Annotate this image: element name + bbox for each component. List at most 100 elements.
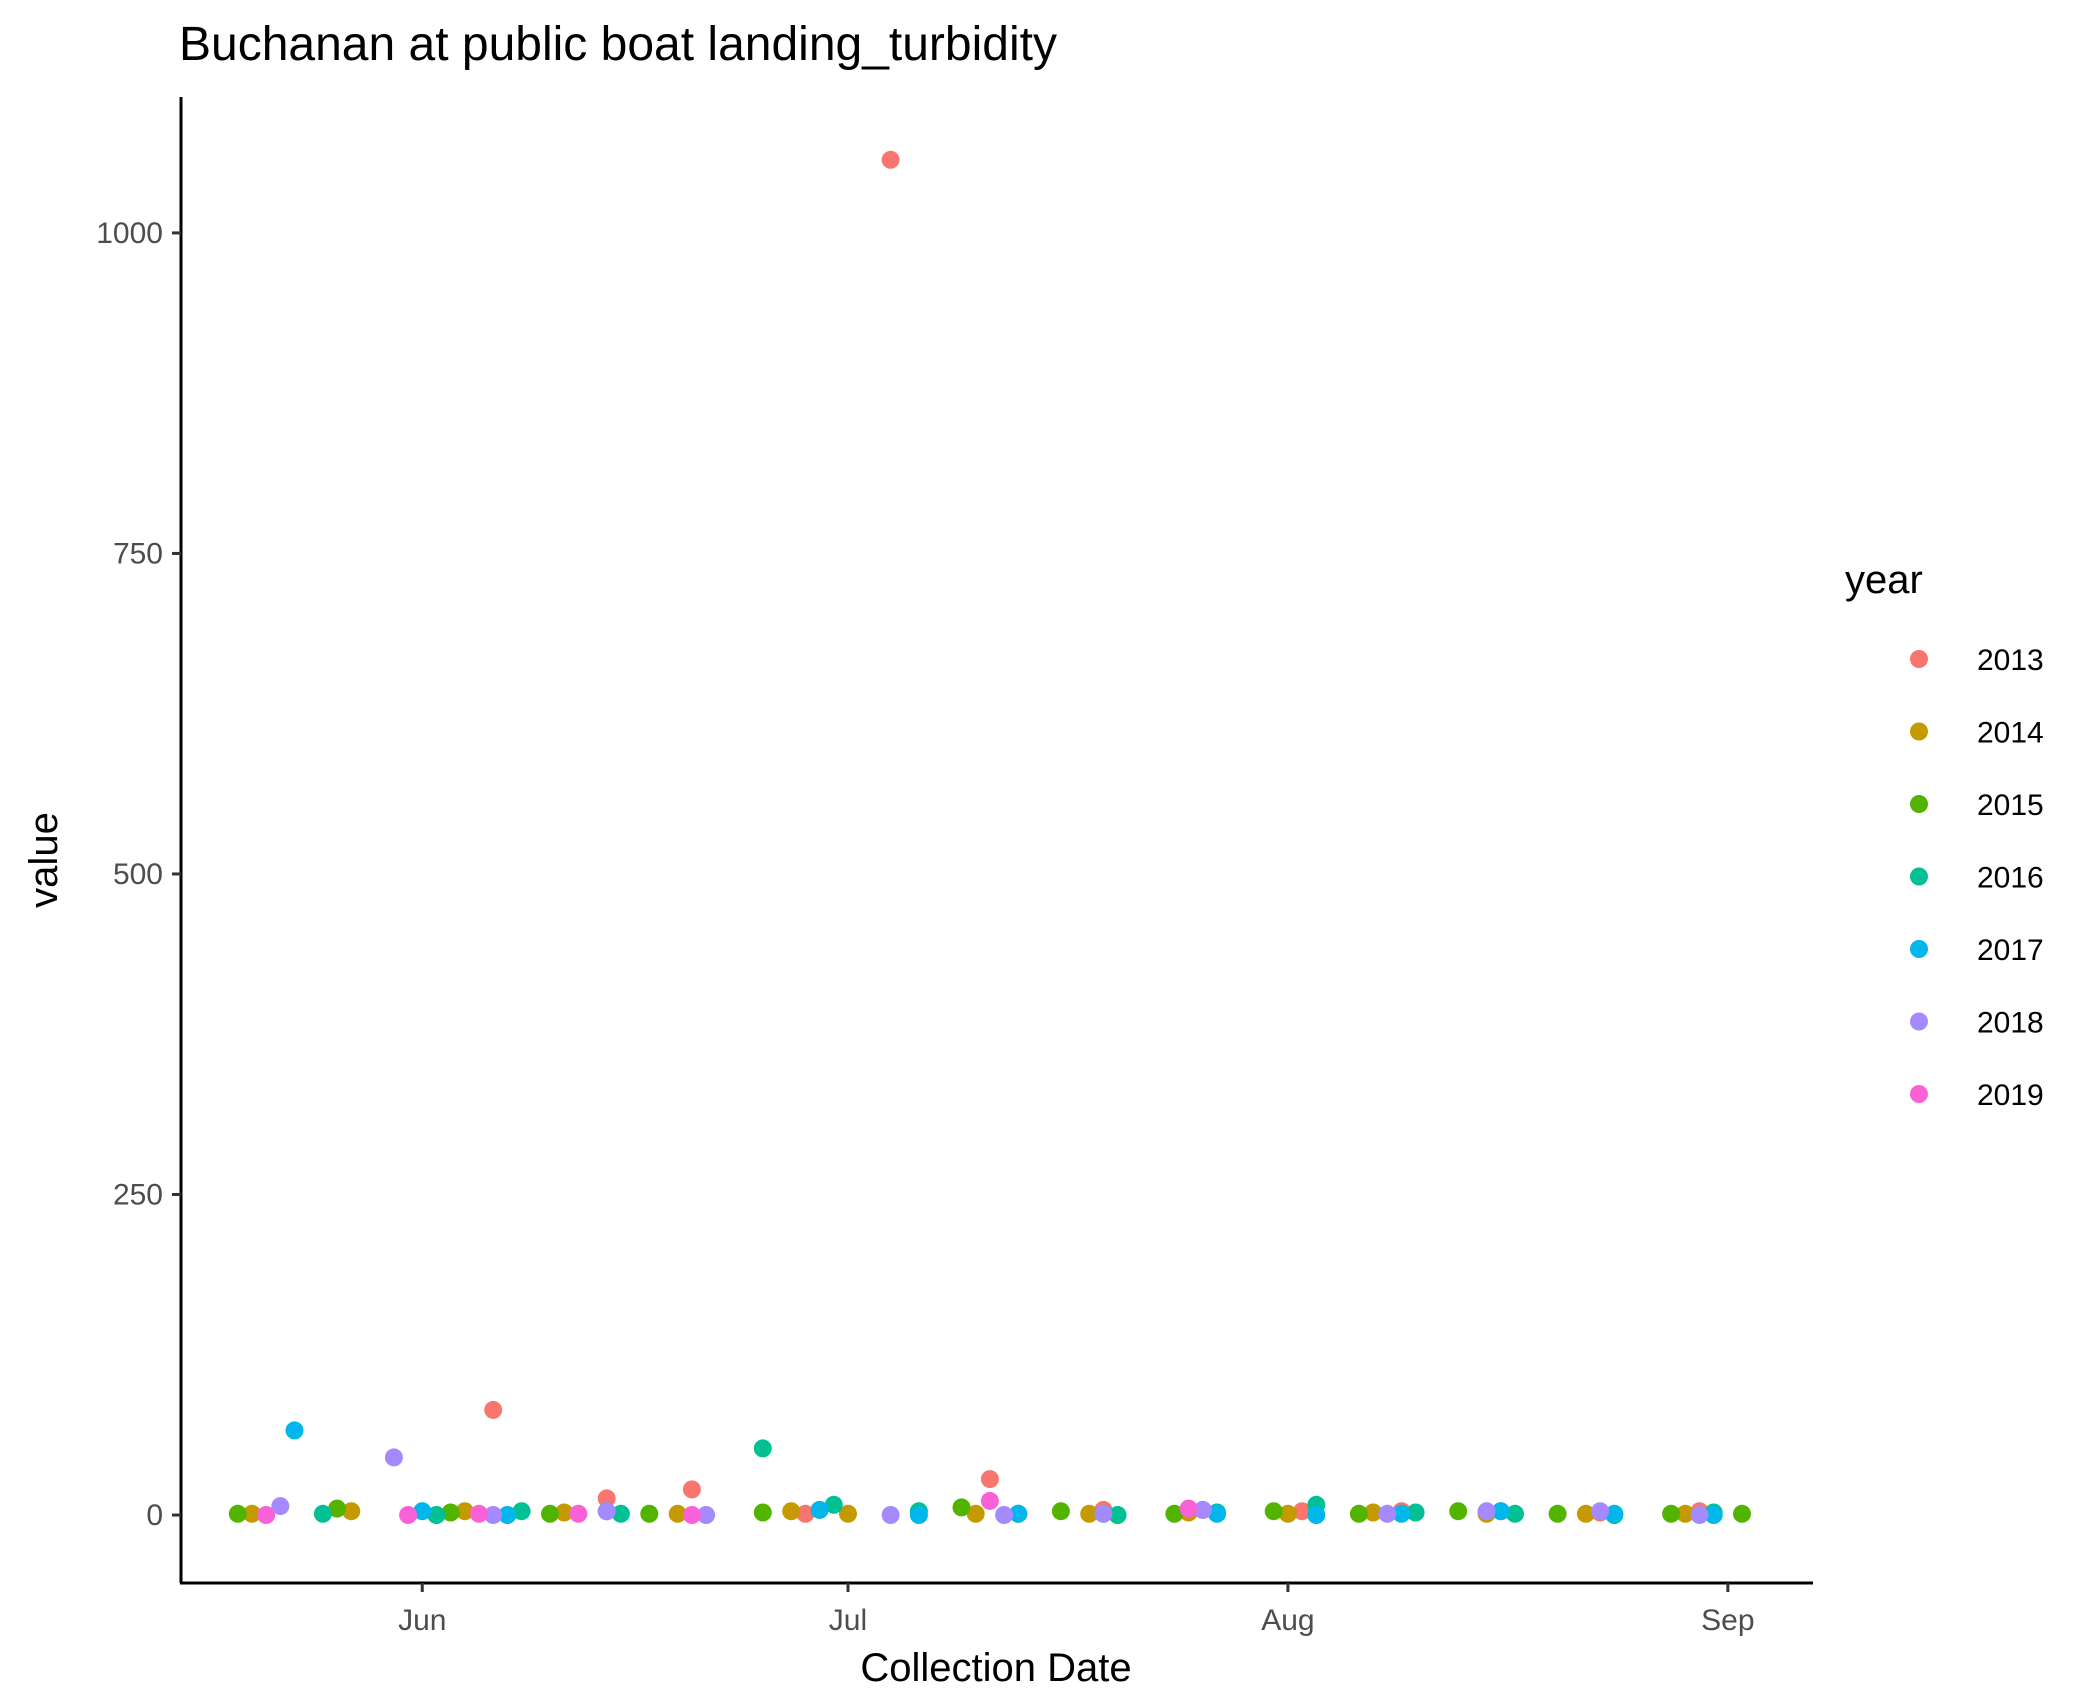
- data-point-2016: [1108, 1506, 1127, 1524]
- data-point-2018: [1094, 1504, 1113, 1523]
- legend-key-2015: [1910, 795, 1928, 813]
- data-point-2015: [1662, 1504, 1681, 1523]
- data-point-2018: [1378, 1504, 1397, 1523]
- data-point-2019: [682, 1506, 701, 1524]
- data-point-2018: [484, 1506, 503, 1524]
- data-point-2015: [1548, 1504, 1567, 1523]
- legend-key-2019: [1910, 1085, 1928, 1103]
- data-point-2015: [441, 1503, 460, 1522]
- data-point-2014: [555, 1503, 574, 1522]
- data-point-2014: [455, 1502, 474, 1521]
- data-point-2017: [498, 1506, 517, 1524]
- data-point-2013: [796, 1504, 815, 1523]
- legend-label-2016: 2016: [1977, 862, 2044, 895]
- y-tick-label: 500: [113, 858, 163, 891]
- data-point-2016: [1406, 1503, 1425, 1522]
- data-point-2019: [399, 1506, 418, 1524]
- x-tick-label: Jun: [398, 1604, 446, 1637]
- legend-key-2013: [1910, 650, 1928, 668]
- data-point-2018: [384, 1448, 403, 1467]
- data-point-2015: [952, 1498, 971, 1517]
- chart-title: Buchanan at public boat landing_turbidit…: [179, 18, 1057, 71]
- data-point-2018: [1690, 1506, 1709, 1524]
- data-point-2014: [342, 1502, 361, 1521]
- data-point-2018: [271, 1497, 290, 1516]
- data-point-2016: [427, 1506, 446, 1524]
- legend-label-2019: 2019: [1977, 1079, 2044, 1112]
- data-point-2019: [470, 1504, 488, 1523]
- data-point-2017: [1307, 1506, 1326, 1524]
- data-points: [228, 150, 1751, 1524]
- data-point-2013: [682, 1480, 701, 1499]
- data-point-2017: [285, 1421, 304, 1440]
- legend: year 2013 2014 2015 2016 2017 2018 2019: [1845, 558, 2044, 1112]
- x-tick-label: Aug: [1261, 1604, 1314, 1637]
- data-point-2015: [753, 1503, 772, 1522]
- y-tick-label: 1000: [96, 217, 163, 250]
- legend-label-2018: 2018: [1977, 1007, 2044, 1040]
- legend-label-2014: 2014: [1977, 717, 2044, 750]
- y-tick-label: 0: [146, 1499, 163, 1532]
- y-axis-title: value: [22, 812, 66, 908]
- legend-label-2017: 2017: [1977, 934, 2044, 967]
- legend-key-2018: [1910, 1012, 1928, 1031]
- data-point-2016: [313, 1504, 332, 1523]
- data-point-2015: [541, 1504, 559, 1523]
- x-axis-title: Collection Date: [860, 1646, 1131, 1690]
- data-point-2013: [881, 150, 900, 169]
- data-point-2019: [1179, 1499, 1198, 1518]
- data-point-2015: [1349, 1504, 1368, 1523]
- data-point-2015: [328, 1499, 347, 1518]
- data-point-2017: [909, 1506, 928, 1524]
- data-point-2017: [1704, 1506, 1723, 1524]
- data-point-2014: [1576, 1504, 1595, 1523]
- data-point-2017: [810, 1500, 829, 1519]
- data-point-2013: [484, 1400, 503, 1419]
- data-point-2017: [1605, 1504, 1624, 1523]
- data-point-2016: [1506, 1504, 1524, 1523]
- legend-key-2017: [1910, 940, 1928, 958]
- data-point-2017: [1208, 1504, 1226, 1523]
- data-point-2018: [995, 1506, 1014, 1524]
- data-point-2014: [839, 1504, 857, 1523]
- y-tick-label: 750: [113, 537, 163, 570]
- data-point-2019: [569, 1504, 588, 1523]
- data-point-2014: [668, 1504, 687, 1523]
- data-point-2015: [640, 1504, 659, 1523]
- data-point-2013: [980, 1470, 999, 1489]
- data-point-2014: [1080, 1504, 1099, 1523]
- y-axis-ticks: 0 250 500 750 1000: [96, 217, 181, 1532]
- data-point-2018: [597, 1502, 616, 1521]
- data-point-2016: [824, 1495, 843, 1514]
- x-tick-label: Sep: [1701, 1604, 1754, 1637]
- legend-key-2016: [1910, 867, 1928, 886]
- data-point-2014: [243, 1504, 261, 1523]
- y-tick-label: 250: [113, 1179, 163, 1212]
- data-point-2015: [1051, 1502, 1070, 1521]
- data-point-2016: [753, 1439, 772, 1458]
- data-point-2015: [1264, 1502, 1283, 1521]
- data-point-2013: [1293, 1502, 1312, 1521]
- data-point-2018: [1193, 1500, 1212, 1519]
- data-point-2017: [413, 1502, 432, 1521]
- data-point-2014: [966, 1504, 985, 1523]
- data-point-2014: [782, 1502, 801, 1521]
- data-point-2018: [1591, 1502, 1610, 1521]
- data-point-2017: [1491, 1502, 1510, 1521]
- data-point-2019: [980, 1491, 999, 1510]
- legend-label-2013: 2013: [1977, 644, 2044, 677]
- legend-key-2014: [1910, 722, 1928, 741]
- data-point-2015: [1733, 1504, 1751, 1523]
- data-point-2017: [1392, 1504, 1411, 1523]
- data-point-2015: [228, 1504, 247, 1523]
- data-point-2015: [1165, 1504, 1184, 1523]
- x-tick-label: Jul: [829, 1604, 867, 1637]
- data-point-2018: [881, 1506, 900, 1524]
- legend-title: year: [1845, 558, 1923, 602]
- data-point-2015: [1449, 1502, 1468, 1521]
- data-point-2018: [1477, 1502, 1496, 1521]
- data-point-2014: [1364, 1503, 1383, 1522]
- data-point-2013: [597, 1489, 616, 1508]
- data-point-2016: [512, 1502, 531, 1521]
